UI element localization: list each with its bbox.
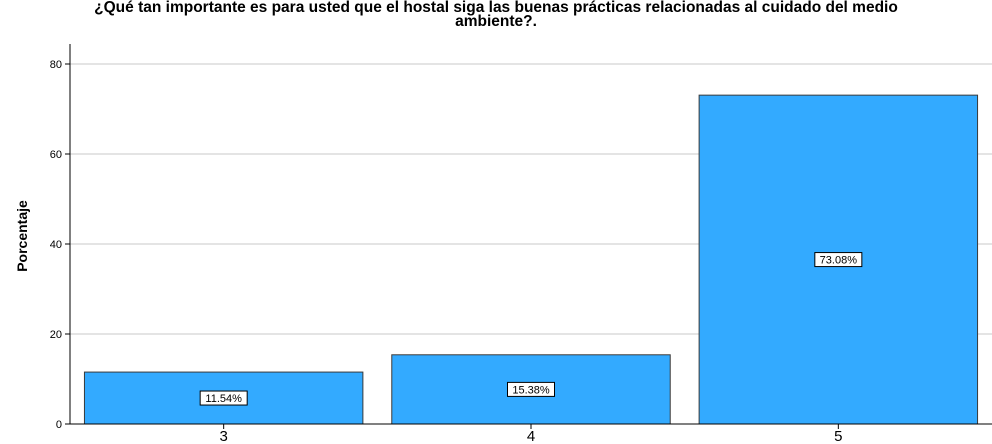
x-tick-label: 4 bbox=[527, 428, 535, 444]
data-label-box bbox=[199, 390, 248, 406]
y-tick-label: 0 bbox=[56, 419, 62, 431]
data-label-box bbox=[814, 252, 863, 268]
y-tick-label: 20 bbox=[50, 329, 62, 341]
data-label-box bbox=[507, 381, 555, 397]
y-tick-label: 80 bbox=[50, 59, 62, 71]
y-tick-label: 40 bbox=[50, 239, 62, 251]
x-tick-label: 3 bbox=[219, 428, 227, 444]
data-label: 15.38% bbox=[512, 384, 550, 396]
x-ticks: 3 4 5 bbox=[219, 424, 843, 444]
data-labels: 11.54% 15.38% 73.08% bbox=[199, 252, 863, 406]
data-label: 73.08% bbox=[820, 255, 858, 267]
y-tick-label: 60 bbox=[50, 149, 62, 161]
x-tick-label: 5 bbox=[834, 428, 842, 444]
chart-title: ¿Qué tan importante es para usted que el… bbox=[94, 0, 898, 30]
y-ticks: 0 20 40 60 80 bbox=[50, 59, 70, 431]
y-axis-label: Porcentaje bbox=[14, 200, 30, 272]
data-label: 11.54% bbox=[205, 393, 242, 405]
